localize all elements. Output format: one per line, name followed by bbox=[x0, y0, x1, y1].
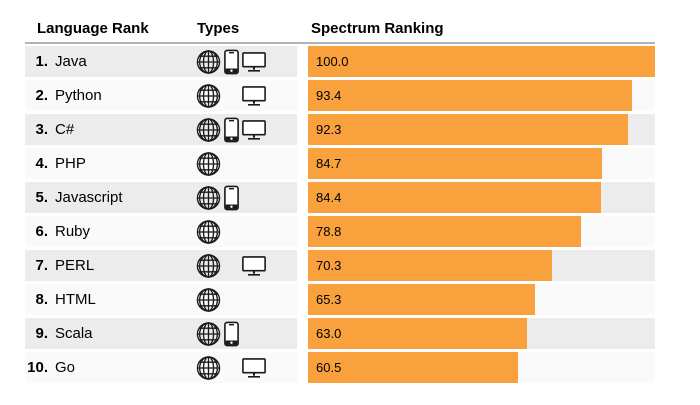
table-row: 2. Python bbox=[25, 80, 655, 111]
score-bar: 92.3 bbox=[308, 114, 629, 145]
table-row: 8. HTML bbox=[25, 284, 655, 315]
column-header-types: Types bbox=[197, 20, 240, 37]
table-row: 7. PERL bbox=[25, 250, 655, 281]
score-cell: 92.3 bbox=[308, 114, 655, 145]
language-cell: 2. Python bbox=[25, 80, 297, 111]
language-name: PERL bbox=[55, 257, 95, 274]
score-label: 84.7 bbox=[316, 156, 342, 171]
table-row: 9. Scala bbox=[25, 318, 655, 349]
web-icon bbox=[196, 219, 221, 244]
rank-label: 5. bbox=[35, 189, 48, 206]
mobile-icon bbox=[224, 117, 239, 142]
language-cell: 6. Ruby bbox=[25, 216, 297, 247]
web-icon bbox=[196, 355, 221, 380]
language-name: C# bbox=[55, 121, 75, 138]
web-icon bbox=[196, 253, 221, 278]
web-icon bbox=[196, 287, 221, 312]
rank-label: 8. bbox=[35, 291, 48, 308]
language-name: Java bbox=[55, 53, 87, 70]
score-label: 100.0 bbox=[316, 54, 349, 69]
score-bar: 70.3 bbox=[308, 250, 552, 281]
table-row: 3. C# bbox=[25, 114, 655, 145]
web-icon bbox=[196, 49, 221, 74]
language-name: Python bbox=[55, 87, 102, 104]
column-header-language-rank: Language Rank bbox=[37, 20, 149, 37]
score-bar: 100.0 bbox=[308, 46, 655, 77]
web-icon bbox=[196, 321, 221, 346]
desktop-icon bbox=[242, 51, 266, 72]
language-name: Ruby bbox=[55, 223, 91, 240]
score-label: 63.0 bbox=[316, 326, 342, 341]
language-name: PHP bbox=[55, 155, 86, 172]
score-bar: 65.3 bbox=[308, 284, 535, 315]
desktop-icon bbox=[242, 119, 266, 140]
language-name: Scala bbox=[55, 325, 93, 342]
desktop-icon bbox=[242, 255, 266, 276]
score-bar: 84.4 bbox=[308, 182, 601, 213]
score-label: 60.5 bbox=[316, 360, 342, 375]
language-cell: 1. Java bbox=[25, 46, 297, 77]
rank-label: 10. bbox=[27, 359, 48, 376]
table-row: 4. PHP bbox=[25, 148, 655, 179]
score-cell: 78.8 bbox=[308, 216, 655, 247]
score-cell: 84.7 bbox=[308, 148, 655, 179]
score-cell: 63.0 bbox=[308, 318, 655, 349]
language-cell: 8. HTML bbox=[25, 284, 297, 315]
language-cell: 4. PHP bbox=[25, 148, 297, 179]
language-name: HTML bbox=[55, 291, 96, 308]
score-label: 92.3 bbox=[316, 122, 342, 137]
desktop-icon bbox=[242, 85, 266, 106]
table-header: Language Rank Types Spectrum Ranking bbox=[0, 0, 700, 42]
table-rows: 1. Java bbox=[25, 46, 655, 386]
language-name: Go bbox=[55, 359, 76, 376]
language-cell: 10. Go bbox=[25, 352, 297, 383]
language-cell: 9. Scala bbox=[25, 318, 297, 349]
mobile-icon bbox=[224, 49, 239, 74]
language-cell: 7. PERL bbox=[25, 250, 297, 281]
table-row: 6. Ruby bbox=[25, 216, 655, 247]
language-cell: 3. C# bbox=[25, 114, 297, 145]
score-label: 78.8 bbox=[316, 224, 342, 239]
rank-label: 6. bbox=[35, 223, 48, 240]
score-bar: 63.0 bbox=[308, 318, 527, 349]
language-cell: 5. Javascript bbox=[25, 182, 297, 213]
rank-label: 1. bbox=[35, 53, 48, 70]
rank-label: 4. bbox=[35, 155, 48, 172]
rank-label: 3. bbox=[35, 121, 48, 138]
web-icon bbox=[196, 151, 221, 176]
table-row: 5. Javascript bbox=[25, 182, 655, 213]
column-header-spectrum-ranking: Spectrum Ranking bbox=[311, 20, 444, 37]
score-label: 65.3 bbox=[316, 292, 342, 307]
rank-label: 9. bbox=[35, 325, 48, 342]
score-cell: 100.0 bbox=[308, 46, 655, 77]
score-label: 93.4 bbox=[316, 88, 342, 103]
language-name: Javascript bbox=[55, 189, 123, 206]
web-icon bbox=[196, 185, 221, 210]
web-icon bbox=[196, 117, 221, 142]
score-bar: 60.5 bbox=[308, 352, 518, 383]
score-bar: 78.8 bbox=[308, 216, 582, 247]
mobile-icon bbox=[224, 321, 239, 346]
score-bar: 93.4 bbox=[308, 80, 633, 111]
table-row: 10. Go bbox=[25, 352, 655, 383]
score-cell: 70.3 bbox=[308, 250, 655, 281]
rank-label: 7. bbox=[35, 257, 48, 274]
score-cell: 84.4 bbox=[308, 182, 655, 213]
score-cell: 93.4 bbox=[308, 80, 655, 111]
score-label: 70.3 bbox=[316, 258, 342, 273]
web-icon bbox=[196, 83, 221, 108]
desktop-icon bbox=[242, 357, 266, 378]
score-cell: 60.5 bbox=[308, 352, 655, 383]
mobile-icon bbox=[224, 185, 239, 210]
header-divider bbox=[25, 42, 655, 44]
rank-label: 2. bbox=[35, 87, 48, 104]
score-label: 84.4 bbox=[316, 190, 342, 205]
score-bar: 84.7 bbox=[308, 148, 602, 179]
table-row: 1. Java bbox=[25, 46, 655, 77]
score-cell: 65.3 bbox=[308, 284, 655, 315]
